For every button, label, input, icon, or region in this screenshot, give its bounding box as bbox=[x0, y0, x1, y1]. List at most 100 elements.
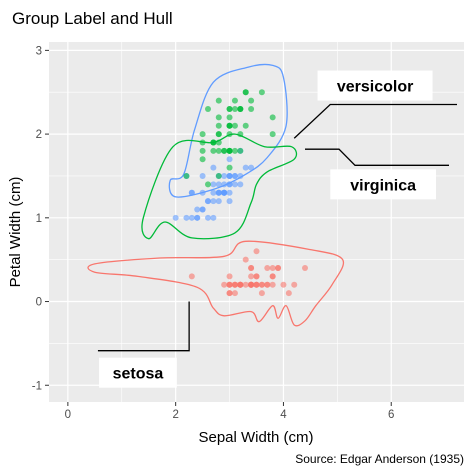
point-versicolor bbox=[210, 189, 217, 196]
point-versicolor bbox=[226, 189, 233, 196]
x-tick-label: 0 bbox=[65, 409, 71, 421]
label-box-setosa bbox=[99, 357, 177, 388]
point-versicolor bbox=[242, 164, 249, 171]
point-virginica bbox=[215, 97, 222, 104]
point-setosa bbox=[248, 273, 255, 280]
x-tick-label: 2 bbox=[172, 409, 178, 421]
point-versicolor bbox=[226, 181, 233, 188]
point-setosa bbox=[253, 273, 260, 280]
point-versicolor bbox=[194, 214, 201, 221]
point-versicolor bbox=[221, 189, 228, 196]
point-setosa bbox=[188, 273, 195, 280]
point-setosa bbox=[258, 281, 265, 288]
point-virginica bbox=[237, 131, 244, 138]
point-virginica bbox=[242, 122, 249, 129]
point-virginica bbox=[248, 105, 255, 112]
point-setosa bbox=[269, 265, 276, 272]
chart-title: Group Label and Hull bbox=[12, 9, 173, 28]
hull-versicolor bbox=[168, 63, 288, 198]
point-setosa bbox=[269, 273, 276, 280]
point-setosa bbox=[248, 265, 255, 272]
point-virginica bbox=[204, 105, 211, 112]
connector-versicolor bbox=[293, 103, 457, 139]
point-versicolor bbox=[215, 198, 222, 205]
point-versicolor bbox=[172, 214, 179, 221]
point-setosa bbox=[280, 281, 287, 288]
point-setosa bbox=[275, 265, 282, 272]
point-virginica bbox=[215, 147, 222, 154]
point-versicolor bbox=[226, 156, 233, 163]
point-virginica bbox=[199, 156, 206, 163]
connector-setosa bbox=[97, 301, 190, 352]
data-points bbox=[172, 89, 309, 297]
y-tick-label: -1 bbox=[32, 380, 42, 392]
point-setosa bbox=[291, 281, 298, 288]
group-labels: setosa versicolor virginica bbox=[99, 70, 437, 388]
point-versicolor bbox=[188, 189, 195, 196]
point-setosa bbox=[264, 281, 271, 288]
point-setosa bbox=[242, 281, 249, 288]
point-setosa bbox=[226, 273, 233, 280]
point-versicolor bbox=[188, 214, 195, 221]
hull-virginica bbox=[141, 133, 298, 240]
point-versicolor bbox=[199, 172, 206, 179]
point-versicolor bbox=[204, 198, 211, 205]
point-setosa bbox=[302, 265, 309, 272]
point-setosa bbox=[226, 290, 233, 297]
point-virginica bbox=[226, 164, 233, 171]
point-versicolor bbox=[248, 164, 255, 171]
point-versicolor bbox=[215, 189, 222, 196]
point-virginica bbox=[248, 97, 255, 104]
point-setosa bbox=[264, 265, 271, 272]
y-axis-ticks: -1 0 1 2 3 bbox=[32, 45, 49, 392]
point-virginica bbox=[226, 122, 233, 129]
chart-caption: Source: Edgar Anderson (1935) bbox=[295, 452, 464, 466]
x-tick-label: 6 bbox=[388, 409, 394, 421]
point-virginica bbox=[199, 131, 206, 138]
label-setosa: setosa bbox=[113, 366, 164, 383]
y-tick-label: 1 bbox=[36, 213, 42, 225]
point-versicolor bbox=[237, 181, 244, 188]
x-axis-title: Sepal Width (cm) bbox=[198, 429, 313, 446]
point-virginica bbox=[231, 97, 238, 104]
label-connectors bbox=[97, 103, 457, 352]
point-setosa bbox=[253, 248, 260, 255]
point-setosa bbox=[231, 290, 238, 297]
point-versicolor bbox=[183, 214, 190, 221]
major-gridlines bbox=[49, 42, 464, 402]
point-virginica bbox=[231, 147, 238, 154]
label-virginica: virginica bbox=[350, 177, 416, 194]
point-versicolor bbox=[210, 164, 217, 171]
x-tick-label: 4 bbox=[280, 409, 287, 421]
y-tick-label: 3 bbox=[36, 45, 42, 57]
point-virginica bbox=[226, 105, 233, 112]
point-virginica bbox=[215, 114, 222, 121]
point-virginica bbox=[183, 172, 190, 179]
point-virginica bbox=[269, 131, 276, 138]
point-virginica bbox=[210, 147, 217, 154]
group-hulls bbox=[87, 63, 345, 327]
point-setosa bbox=[248, 281, 255, 288]
point-virginica bbox=[215, 172, 222, 179]
point-versicolor bbox=[221, 172, 228, 179]
point-setosa bbox=[285, 290, 292, 297]
point-versicolor bbox=[226, 172, 233, 179]
point-setosa bbox=[231, 281, 238, 288]
point-virginica bbox=[226, 131, 233, 138]
connector-virginica bbox=[305, 148, 449, 166]
point-setosa bbox=[258, 290, 265, 297]
point-virginica bbox=[226, 114, 233, 121]
point-virginica bbox=[221, 147, 228, 154]
point-virginica bbox=[199, 139, 206, 146]
point-versicolor bbox=[221, 181, 228, 188]
point-virginica bbox=[199, 147, 206, 154]
label-versicolor: versicolor bbox=[337, 79, 413, 96]
point-versicolor bbox=[199, 206, 206, 213]
label-box-virginica bbox=[330, 169, 437, 200]
point-versicolor bbox=[226, 198, 233, 205]
point-setosa bbox=[242, 256, 249, 263]
point-virginica bbox=[215, 139, 222, 146]
point-virginica bbox=[231, 105, 238, 112]
point-virginica bbox=[258, 89, 265, 96]
